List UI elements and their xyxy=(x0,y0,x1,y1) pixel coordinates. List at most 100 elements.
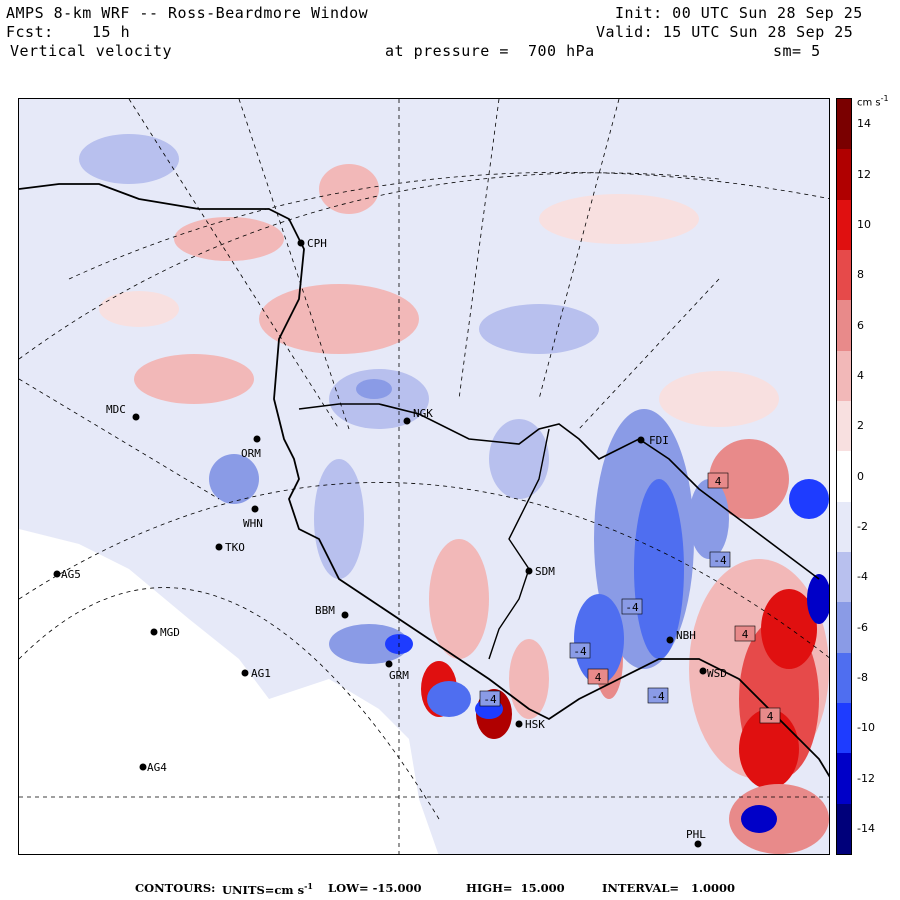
station-label-grm: GRM xyxy=(389,669,409,682)
colorbar-band xyxy=(837,350,851,402)
contour-value-labels: -4 -4 -4 -4 4 4 4 -4 4 xyxy=(479,472,781,724)
colorbar-tick-label: 0 xyxy=(857,469,864,483)
station-dot-cph xyxy=(297,239,305,247)
colorbar-tick-label: -6 xyxy=(857,620,868,634)
station-dot-tko xyxy=(215,543,223,551)
station-dot-whn xyxy=(251,505,259,513)
contour-label-box xyxy=(569,642,591,659)
contour-label-text: -4 xyxy=(625,601,639,614)
colorbar-band xyxy=(837,703,851,754)
forecast-label: Fcst: xyxy=(6,23,54,41)
colorbar-band xyxy=(837,300,851,352)
contour-label-box xyxy=(707,472,729,489)
station-dot-wsd xyxy=(699,667,707,675)
footer-high: HIGH= 15.000 xyxy=(466,881,565,895)
contour-label-text: -4 xyxy=(573,645,587,658)
positive-anomalies xyxy=(99,164,829,854)
colorbar-band xyxy=(837,250,851,301)
colorbar-tick-label: 12 xyxy=(857,167,871,181)
map-title: AMPS 8-km WRF -- Ross-Beardmore Window xyxy=(6,4,369,22)
colorbar-unit: cm s-1 xyxy=(857,94,889,109)
colorbar-tick-label: -8 xyxy=(857,670,868,684)
colorbar-tick-label: 14 xyxy=(857,117,871,131)
station-label-ag1: AG1 xyxy=(251,667,271,680)
ice-shelf-grounding-line xyxy=(488,428,550,660)
station-dot-ag1 xyxy=(241,669,249,677)
colorbar-band xyxy=(837,501,851,553)
contour-label-box xyxy=(734,625,756,642)
contour-label-text: 4 xyxy=(767,710,774,723)
station-label-mdc: MDC xyxy=(106,403,126,416)
colorbar-tick-label: 8 xyxy=(857,268,864,282)
contour-label-text: -4 xyxy=(651,690,665,703)
footer-units: UNITS=cm s-1 xyxy=(222,881,313,897)
colorbar-tick-label: -10 xyxy=(857,721,875,735)
station-label-tko: TKO xyxy=(225,541,245,554)
colorbar-band xyxy=(837,652,851,704)
contour-label-box xyxy=(759,707,781,724)
station-label-whn: WHN xyxy=(243,517,263,530)
station-label-fdi: FDI xyxy=(649,434,669,447)
colorbar-tick-label: 10 xyxy=(857,217,871,231)
colorbar-tick-label: 2 xyxy=(857,419,864,433)
station-label-phl: PHL xyxy=(686,828,706,841)
colorbar-band xyxy=(837,803,851,855)
no-data-region xyxy=(19,529,439,854)
footer-contours-label: CONTOURS: xyxy=(135,881,216,895)
colorbar-band xyxy=(837,401,851,452)
colorbar xyxy=(836,98,852,855)
pressure-level: at pressure = 700 hPa xyxy=(385,42,595,60)
colorbar-tick-label: -14 xyxy=(857,821,875,835)
station-label-sdm: SDM xyxy=(535,565,555,578)
colorbar-tick-label: -2 xyxy=(857,519,868,533)
contour-label-box xyxy=(709,551,731,568)
station-dot-bbm xyxy=(341,611,349,619)
station-label-wsd: WSD xyxy=(707,667,727,680)
init-time: Init: 00 UTC Sun 28 Sep 25 xyxy=(615,4,863,22)
station-dot-nbh xyxy=(666,636,674,644)
lat-lon-grid xyxy=(19,99,829,854)
station-dot-mgd xyxy=(150,628,158,636)
colorbar-band xyxy=(837,552,851,603)
station-label-bbm: BBM xyxy=(315,604,335,617)
station-dot-ag5 xyxy=(53,570,61,578)
station-dot-ag4 xyxy=(139,763,147,771)
station-dot-grm xyxy=(385,660,393,668)
colorbar-tick-label: -4 xyxy=(857,570,868,584)
station-label-ag4: AG4 xyxy=(147,761,167,774)
station-markers: CPH MDC NGK ORM WHN TKO AG5 MGD AG1 AG4 BBM GRM SDM N… xyxy=(53,237,727,848)
station-dot-phl xyxy=(694,840,702,848)
colorbar-tick-label: 4 xyxy=(857,368,864,382)
contour-label-text: 4 xyxy=(595,671,602,684)
contour-label-box xyxy=(587,668,609,685)
colorbar-band xyxy=(837,602,851,654)
station-dot-ngk xyxy=(403,417,411,425)
station-label-nbh: NBH xyxy=(676,629,696,642)
contour-label-box xyxy=(621,598,643,615)
colorbar-tick-label: -12 xyxy=(857,771,875,785)
station-dot-orm xyxy=(253,435,261,443)
colorbar-band xyxy=(837,753,851,805)
colorbar-band xyxy=(837,199,851,251)
station-label-hsk: HSK xyxy=(525,718,545,731)
contour-label-box xyxy=(647,687,669,704)
footer-interval: INTERVAL= 1.0000 xyxy=(602,881,736,895)
station-label-cph: CPH xyxy=(307,237,327,250)
valid-time: Valid: 15 UTC Sun 28 Sep 25 xyxy=(596,23,854,41)
negative-anomalies xyxy=(79,134,829,833)
station-label-ngk: NGK xyxy=(413,407,433,420)
station-label-ag5: AG5 xyxy=(61,568,81,581)
contour-label-text: -4 xyxy=(483,693,497,706)
colorbar-tick-label: 6 xyxy=(857,318,864,332)
field-name: Vertical velocity xyxy=(10,42,173,60)
coastline xyxy=(19,183,829,778)
station-dot-hsk xyxy=(515,720,523,728)
smoothing-value: sm= 5 xyxy=(773,42,821,60)
contour-label-box xyxy=(479,690,501,707)
map-canvas: CPH MDC NGK ORM WHN TKO AG5 MGD AG1 AG4 BBM GRM SDM N… xyxy=(19,99,829,854)
station-label-mgd: MGD xyxy=(160,626,180,639)
map-panel: CPH MDC NGK ORM WHN TKO AG5 MGD AG1 AG4 BBM GRM SDM N… xyxy=(18,98,830,855)
ice-shelf-edge xyxy=(298,403,820,580)
contour-label-text: 4 xyxy=(715,475,722,488)
station-dot-mdc xyxy=(132,413,140,421)
